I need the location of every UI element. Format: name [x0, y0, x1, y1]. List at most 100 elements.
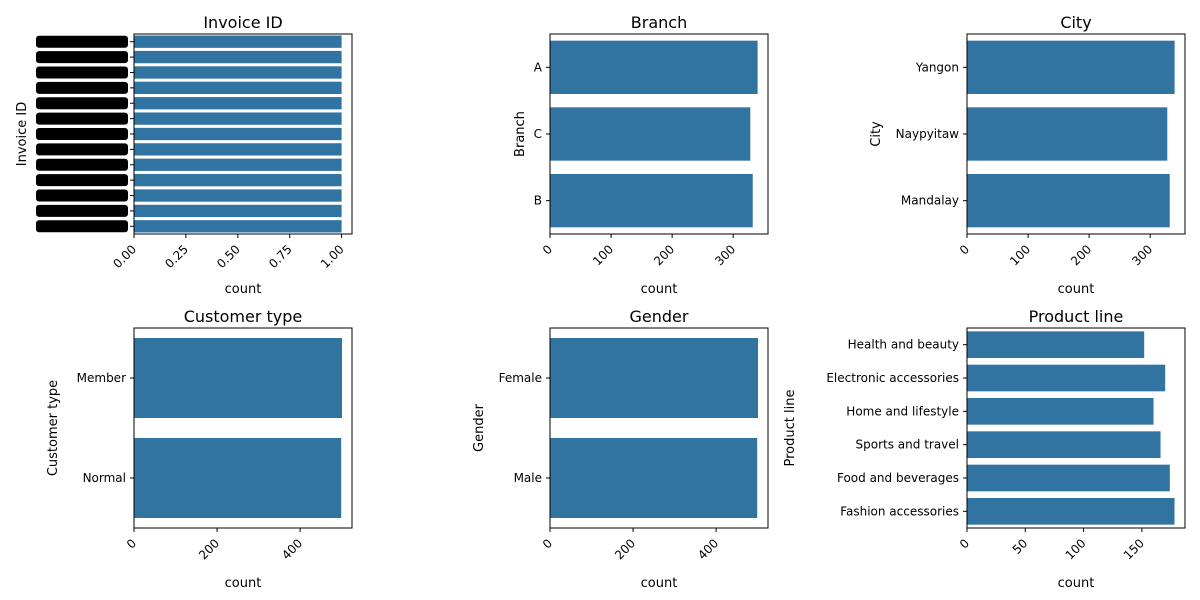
subplot-2: A C B 0 100 200 300 Branch count Branch — [513, 13, 769, 297]
bar-1-1 — [134, 35, 342, 48]
bar-2-2 — [550, 107, 751, 161]
axes-frame — [133, 33, 353, 235]
xtick-label: 100 — [590, 242, 616, 268]
ytick-label: Normal — [83, 471, 126, 485]
subplot-title: Branch — [631, 13, 687, 32]
xtick-label: 0.75 — [266, 242, 295, 271]
bar-6-6 — [967, 498, 1175, 525]
x-axis-label: count — [641, 282, 678, 297]
bar-1-2 — [134, 50, 342, 64]
bar-1-5 — [134, 97, 342, 110]
axes-frame — [133, 327, 353, 529]
subplot-title: City — [1060, 13, 1091, 32]
bar-6-1 — [967, 331, 1145, 358]
ytick-label-illegible — [36, 204, 128, 217]
xtick-label: 200 — [1068, 242, 1094, 268]
bar-5-1 — [550, 338, 759, 418]
ytick-label: Fashion accessories — [840, 504, 959, 518]
ytick-label: Naypyitaw — [896, 127, 960, 141]
y-axis-label: Gender — [472, 403, 487, 452]
ytick-label: Male — [514, 471, 542, 485]
bar-6-5 — [967, 464, 1170, 492]
bar-1-13 — [134, 220, 342, 233]
ytick-label: Member — [77, 371, 126, 385]
bar-1-12 — [134, 204, 342, 218]
x-axis-label: count — [225, 576, 262, 591]
ytick-label: B — [534, 194, 542, 208]
bar-5-2 — [550, 438, 758, 518]
xtick-label: 0 — [957, 536, 972, 551]
bar-2-1 — [550, 40, 758, 94]
y-axis-label: Invoice ID — [15, 102, 30, 166]
subplot-5: Female Male 0 200 400 Gender count Gender — [472, 307, 769, 591]
xtick-label: 0.50 — [214, 242, 243, 271]
bar-1-6 — [134, 112, 342, 125]
ytick-label-illegible — [36, 112, 128, 125]
xtick-label: 0.00 — [110, 242, 139, 271]
ytick-label-illegible — [36, 220, 128, 233]
xtick-label: 400 — [695, 536, 721, 562]
subplot-title: Customer type — [184, 307, 303, 326]
ytick-label: Female — [499, 371, 542, 385]
xtick-label: 200 — [196, 536, 222, 562]
bar-6-3 — [967, 398, 1154, 425]
bar-3-2 — [967, 107, 1168, 161]
subplot-title: Product line — [1029, 307, 1124, 326]
ytick-label-illegible — [36, 66, 128, 79]
xtick-label: 0 — [540, 242, 555, 257]
ytick-label-illegible — [36, 97, 128, 110]
axes-frame — [966, 33, 1186, 235]
subplot-6: Health and beauty Electronic accessories H… — [783, 307, 1186, 591]
xtick-label: 400 — [279, 536, 305, 562]
axes-frame — [549, 327, 769, 529]
subplot-title: Gender — [630, 307, 689, 326]
xtick-label: 100 — [1063, 536, 1089, 562]
ytick-label: Food and beverages — [837, 471, 959, 485]
x-axis-label: count — [1058, 576, 1095, 591]
ytick-label-illegible — [36, 189, 128, 202]
bar-1-7 — [134, 127, 342, 141]
ytick-label: Mandalay — [901, 194, 959, 208]
x-axis-label: count — [225, 282, 262, 297]
y-axis-label: Product line — [783, 390, 798, 467]
xtick-label: 300 — [712, 242, 738, 268]
xtick-label: 0 — [540, 536, 555, 551]
axes-frame — [966, 327, 1186, 529]
xtick-label: 300 — [1129, 242, 1155, 268]
ytick-label: Sports and travel — [856, 438, 959, 452]
bar-4-2 — [134, 438, 342, 518]
bar-1-8 — [134, 143, 342, 156]
xtick-label: 100 — [1007, 242, 1033, 268]
bar-1-9 — [134, 158, 342, 171]
ytick-label: Electronic accessories — [826, 371, 959, 385]
axes-frame — [549, 33, 769, 235]
bar-3-3 — [967, 174, 1170, 228]
ytick-label-illegible — [36, 158, 128, 171]
bar-6-2 — [967, 364, 1166, 392]
xtick-label: 200 — [651, 242, 677, 268]
xtick-label: 200 — [612, 536, 638, 562]
bar-4-1 — [134, 338, 343, 418]
subplot-title: Invoice ID — [203, 13, 282, 32]
y-axis-label: City — [869, 121, 884, 147]
bar-1-11 — [134, 189, 342, 202]
ytick-label: C — [534, 127, 542, 141]
y-axis-label: Customer type — [46, 380, 61, 476]
bar-1-3 — [134, 66, 342, 79]
bar-6-4 — [967, 431, 1161, 458]
ytick-label-illegible — [36, 81, 128, 94]
ytick-label: Yangon — [915, 60, 959, 74]
subplot-3: Yangon Naypyitaw Mandalay 0 100 200 300 City cou… — [869, 13, 1186, 297]
xtick-label: 0 — [124, 536, 139, 551]
ytick-label: Home and lifestyle — [846, 404, 959, 418]
y-axis-label: Branch — [513, 111, 528, 157]
ytick-label: A — [534, 60, 543, 74]
ytick-label-illegible — [36, 51, 128, 64]
ytick-label: Health and beauty — [848, 338, 959, 352]
xtick-label: 0 — [957, 242, 972, 257]
xtick-label: 150 — [1121, 536, 1147, 562]
bar-1-4 — [134, 81, 342, 94]
xtick-label: 50 — [1010, 536, 1031, 557]
ytick-label-illegible — [36, 143, 128, 156]
